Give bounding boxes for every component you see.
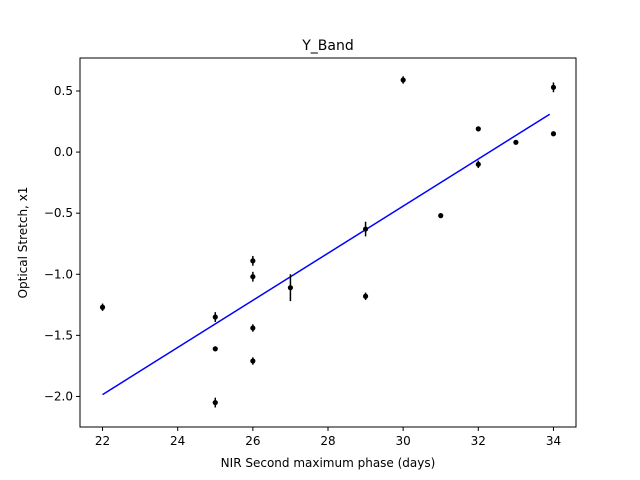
fit-line-layer <box>102 113 551 396</box>
data-point <box>212 397 218 408</box>
point-marker <box>212 346 218 352</box>
points-layer <box>99 76 557 408</box>
data-point <box>362 292 369 300</box>
data-point <box>362 221 369 237</box>
data-point <box>212 346 218 352</box>
point-marker <box>362 226 369 232</box>
data-point <box>513 139 519 145</box>
x-tick-label: 22 <box>95 434 110 448</box>
y-tick-label: −1.5 <box>44 328 73 342</box>
data-point <box>550 82 557 93</box>
point-marker <box>438 213 444 219</box>
point-marker <box>250 258 256 264</box>
point-marker <box>250 274 256 280</box>
y-axis-label: Optical Stretch, x1 <box>16 187 30 299</box>
data-point <box>99 303 106 311</box>
data-point <box>250 271 256 282</box>
chart-title: Y_Band <box>301 38 354 54</box>
data-point <box>212 312 218 322</box>
point-marker <box>550 131 557 137</box>
point-marker <box>287 285 294 291</box>
point-marker <box>250 358 256 364</box>
data-point <box>250 357 256 365</box>
x-tick-label: 32 <box>471 434 486 448</box>
x-axis-label: NIR Second maximum phase (days) <box>221 456 436 470</box>
x-tick-label: 28 <box>320 434 335 448</box>
fit-line <box>102 113 551 396</box>
point-marker <box>475 126 481 132</box>
plot-frame <box>79 57 577 428</box>
point-marker <box>99 304 106 310</box>
point-marker <box>513 139 519 145</box>
point-marker <box>550 84 557 90</box>
data-point <box>438 213 444 219</box>
point-marker <box>212 399 218 406</box>
x-tick-label: 34 <box>546 434 561 448</box>
data-point <box>400 76 406 84</box>
point-marker <box>400 77 406 83</box>
data-point <box>475 160 481 168</box>
y-tick-label: −0.5 <box>44 206 73 220</box>
y-tick-label: 0.5 <box>54 84 73 98</box>
point-marker <box>362 293 369 299</box>
x-tick-label: 26 <box>245 434 260 448</box>
x-tick-label: 24 <box>170 434 185 448</box>
data-point <box>250 255 256 266</box>
data-point <box>475 126 481 132</box>
y-tick-label: −1.0 <box>44 267 73 281</box>
y-tick-label: 0.0 <box>54 145 73 159</box>
data-point <box>287 274 294 302</box>
point-marker <box>212 314 218 320</box>
data-point <box>250 324 256 332</box>
point-marker <box>475 161 481 167</box>
ticks-layer: 22 24 26 28 30 32 34 −2.0 −1.5 −1.0 −0.5 0.0 0.5 <box>44 84 561 448</box>
y-tick-label: −2.0 <box>44 389 73 403</box>
data-point <box>550 131 557 137</box>
point-marker <box>250 325 256 331</box>
x-tick-label: 30 <box>396 434 411 448</box>
